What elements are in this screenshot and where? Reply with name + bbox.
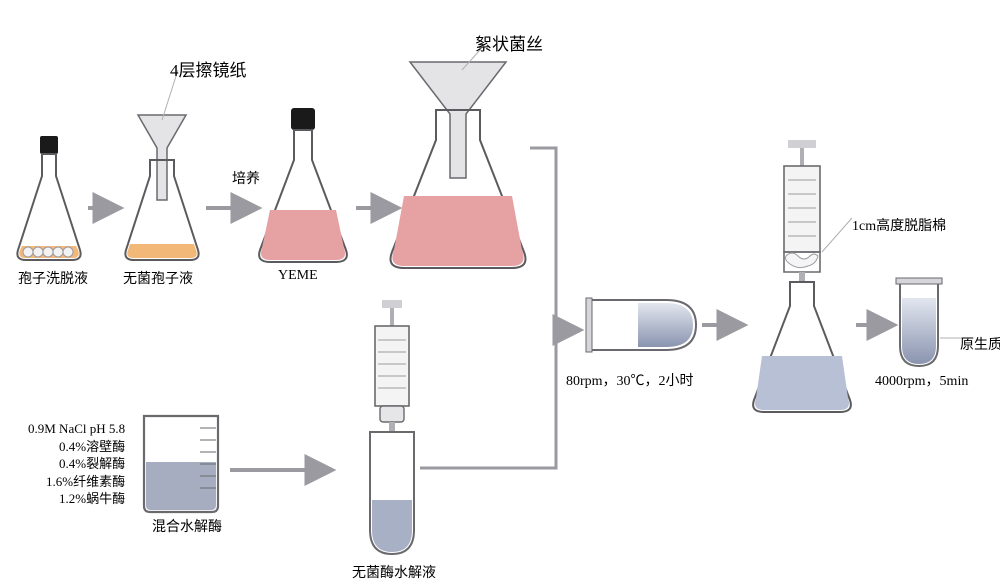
connector-top-to-tube <box>530 148 556 330</box>
label-centrifuge: 4000rpm，5min <box>875 370 968 390</box>
label-lens-paper: 4层擦镜纸 <box>170 56 247 81</box>
connector-enzyme-to-tube <box>420 330 556 468</box>
enzyme-list: 0.9M NaCl pH 5.80.4%溶壁酶0.4%裂解酶1.6%纤维素酶1.… <box>28 420 125 508</box>
label-sterile-spore: 无菌孢子液 <box>123 268 193 288</box>
enzyme-list-item: 0.4%裂解酶 <box>28 455 125 473</box>
tube-incubation <box>586 298 696 352</box>
label-sterile-enzyme: 无菌酶水解液 <box>352 562 436 582</box>
diagram-canvas <box>0 0 1000 588</box>
syringe-filter-enzyme <box>370 300 414 554</box>
label-yeme: YEME <box>278 268 318 284</box>
label-spore-wash: 孢子洗脱液 <box>18 268 88 288</box>
label-cotton: 1cm高度脱脂棉 <box>852 215 946 235</box>
label-enzyme-mix: 混合水解酶 <box>152 516 222 536</box>
flask-yeme <box>259 108 347 262</box>
tube-protoplast <box>896 278 942 366</box>
leader-cotton <box>822 218 852 252</box>
flask-spore-wash <box>17 136 80 260</box>
label-incubation: 80rpm，30℃，2小时 <box>566 370 694 390</box>
label-culture: 培养 <box>232 168 260 188</box>
assembly-cotton-flask <box>753 140 851 412</box>
enzyme-list-item: 1.2%蜗牛酶 <box>28 490 125 508</box>
label-protoplast: 原生质体 <box>960 334 1000 354</box>
beaker-enzyme <box>144 416 218 512</box>
enzyme-list-item: 1.6%纤维素酶 <box>28 473 125 491</box>
label-floc-mycelium: 絮状菌丝 <box>475 30 543 55</box>
flask-sterile-spore <box>125 115 198 260</box>
enzyme-list-item: 0.4%溶壁酶 <box>28 438 125 456</box>
enzyme-list-item: 0.9M NaCl pH 5.8 <box>28 420 125 438</box>
flask-floc-mycelium <box>391 62 526 268</box>
